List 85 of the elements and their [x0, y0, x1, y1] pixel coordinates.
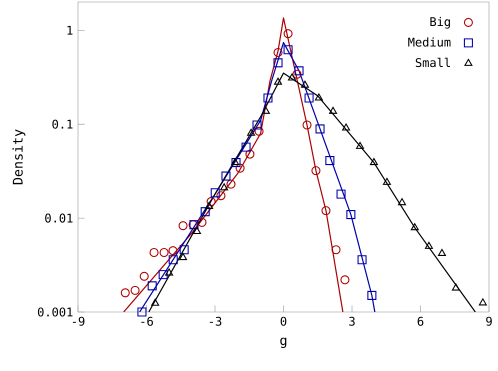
point	[130, 286, 140, 295]
point	[242, 142, 251, 152]
point	[325, 156, 334, 166]
point	[168, 255, 178, 264]
y-tick-label: 0.001	[38, 307, 72, 317]
point	[329, 106, 338, 114]
point	[316, 124, 325, 134]
point	[210, 188, 220, 198]
x-tick-label: 9	[486, 316, 492, 326]
point	[300, 80, 309, 88]
x-tick-label: 0	[280, 316, 286, 326]
x-tick-label: -6	[141, 316, 153, 326]
legend-label: Medium	[408, 37, 450, 47]
point	[340, 275, 350, 284]
point	[424, 242, 433, 249]
point	[382, 178, 391, 185]
point	[284, 45, 293, 54]
y-tick-label: 1	[68, 26, 72, 35]
point	[200, 207, 210, 216]
point	[478, 298, 487, 306]
point	[356, 142, 364, 149]
point	[398, 198, 406, 206]
x-axis-title: g	[280, 338, 286, 348]
x-tick-label: 6	[418, 316, 424, 326]
legend-label: Big	[430, 16, 450, 29]
line-series	[148, 72, 476, 312]
point	[245, 150, 254, 159]
x-tick-label: -9	[72, 316, 84, 326]
point	[336, 190, 346, 199]
point	[273, 58, 283, 68]
point	[206, 197, 216, 206]
point	[294, 66, 304, 76]
point	[314, 93, 323, 101]
point	[216, 191, 226, 200]
point	[236, 164, 245, 173]
point	[262, 106, 270, 114]
y-tick-label: 0.1	[52, 120, 72, 129]
point	[158, 270, 168, 280]
point	[273, 48, 283, 58]
point	[452, 283, 460, 291]
point	[410, 223, 419, 230]
point	[226, 180, 236, 189]
line-series	[139, 42, 376, 312]
point	[137, 307, 146, 317]
point	[165, 268, 174, 276]
point	[321, 206, 331, 216]
point	[252, 120, 262, 130]
legend-label: Small	[416, 58, 450, 68]
point	[192, 226, 201, 234]
y-tick-label: 0.01	[45, 214, 72, 223]
point	[180, 245, 189, 254]
y-axis-title: Density	[12, 129, 26, 184]
point	[140, 272, 149, 281]
point	[263, 93, 273, 103]
point	[221, 172, 230, 181]
point	[292, 70, 302, 79]
point	[311, 166, 320, 176]
point	[150, 248, 159, 258]
point	[346, 210, 356, 220]
point	[168, 246, 178, 256]
point	[205, 202, 214, 209]
point	[120, 288, 130, 298]
point	[197, 218, 207, 227]
point	[438, 248, 446, 256]
point	[331, 245, 341, 254]
x-tick-label: 3	[349, 316, 355, 326]
point	[367, 290, 376, 300]
point	[284, 29, 293, 38]
point	[148, 281, 157, 290]
point	[342, 123, 350, 131]
point	[358, 255, 367, 264]
point	[179, 253, 188, 260]
point	[220, 183, 228, 190]
line-series	[123, 17, 344, 312]
point	[160, 248, 169, 258]
point	[247, 128, 256, 136]
point	[254, 126, 264, 136]
point	[151, 298, 160, 306]
point	[274, 78, 282, 85]
point	[178, 221, 188, 230]
point	[370, 158, 378, 166]
point	[288, 73, 296, 81]
point	[304, 93, 314, 103]
point	[302, 120, 312, 130]
x-tick-label: -3	[210, 316, 222, 326]
